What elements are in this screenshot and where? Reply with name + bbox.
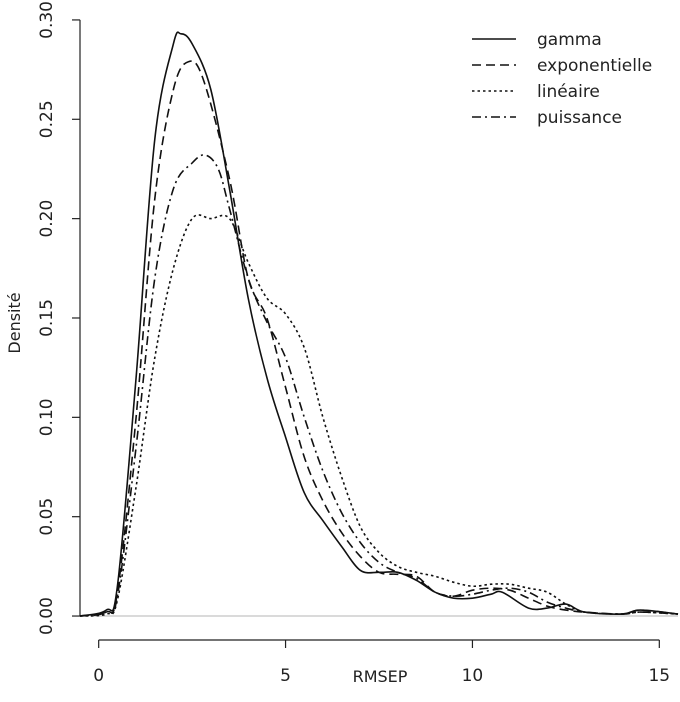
y-tick-label: 0.05 <box>37 498 57 536</box>
y-axis-label: Densité <box>5 292 24 353</box>
y-tick-label: 0.30 <box>37 1 57 39</box>
legend-label: gamma <box>537 30 602 50</box>
y-tick-label: 0.20 <box>37 200 57 238</box>
y-tick-label: 0.00 <box>37 597 57 635</box>
series-layer <box>79 31 679 617</box>
x-tick-label: 5 <box>280 666 291 686</box>
series-line-4 <box>79 154 679 617</box>
series-line-2 <box>79 60 679 617</box>
axes-layer: 0.00 0.05 0.10 0.15 0.20 0.25 0.30 0 5 10 15 <box>37 1 670 686</box>
legend-label: linéaire <box>537 82 600 102</box>
series-line-1 <box>79 31 679 617</box>
series-line-3 <box>79 214 679 617</box>
legend-label: exponentielle <box>537 56 652 76</box>
x-axis-label: RMSEP <box>353 667 408 686</box>
y-tick-label: 0.15 <box>37 299 57 337</box>
x-tick-label: 10 <box>462 666 484 686</box>
y-tick-label: 0.25 <box>37 100 57 138</box>
x-tick-label: 15 <box>648 666 670 686</box>
y-tick-label: 0.10 <box>37 398 57 436</box>
legend-label: puissance <box>537 108 622 128</box>
legend: gamma exponentielle linéaire puissance <box>472 30 652 128</box>
x-tick-label: 0 <box>93 666 104 686</box>
